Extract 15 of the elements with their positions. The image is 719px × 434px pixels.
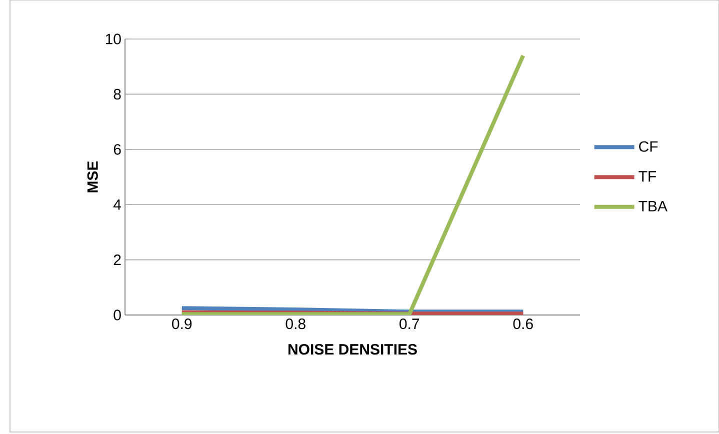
legend-label: TBA	[638, 200, 668, 212]
y-tick-label: 6	[114, 144, 121, 155]
y-tick-label: 2	[114, 254, 121, 266]
x-tick-label: 0.8	[286, 318, 306, 330]
x-tick-label: 0.7	[400, 318, 420, 330]
legend-label: TF	[638, 171, 656, 182]
y-tick-label: 4	[113, 199, 122, 210]
y-axis-title: MSE	[87, 161, 98, 192]
y-tick-label: 10	[106, 34, 121, 44]
x-tick-label: 0.9	[172, 318, 192, 330]
y-tick-label: 0	[114, 310, 121, 320]
legend-label: CF	[639, 141, 658, 152]
x-tick-label: 0.6	[513, 318, 533, 330]
x-axis-title: NOISE DENSITIES	[288, 344, 417, 355]
y-tick-label: 8	[114, 88, 121, 100]
